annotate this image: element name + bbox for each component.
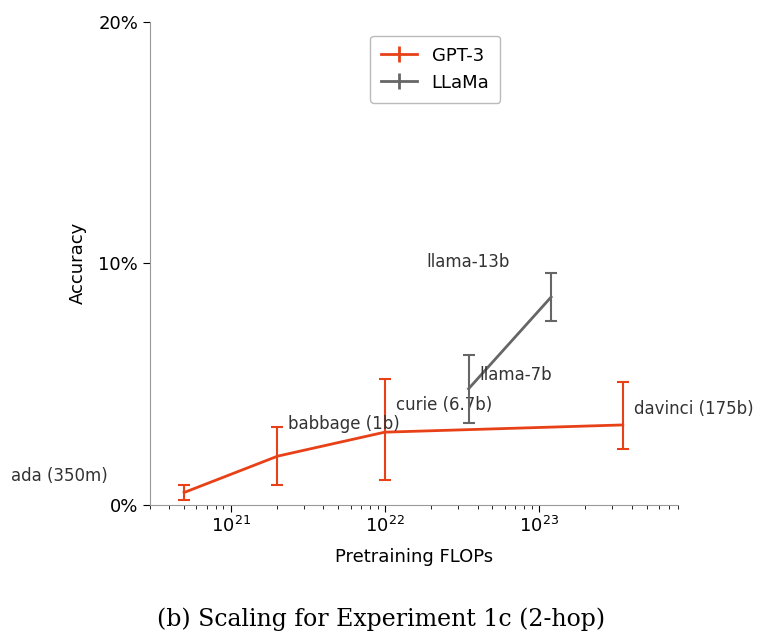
Y-axis label: Accuracy: Accuracy [69, 222, 87, 304]
Legend: GPT-3, LLaMa: GPT-3, LLaMa [370, 36, 500, 103]
Text: llama-7b: llama-7b [480, 366, 552, 385]
Text: curie (6.7b): curie (6.7b) [395, 396, 492, 414]
Text: (b) Scaling for Experiment 1c (2-hop): (b) Scaling for Experiment 1c (2-hop) [157, 607, 605, 630]
Text: ada (350m): ada (350m) [11, 468, 107, 486]
Text: llama-13b: llama-13b [426, 253, 510, 271]
X-axis label: Pretraining FLOPs: Pretraining FLOPs [335, 547, 493, 565]
Text: babbage (1b): babbage (1b) [288, 415, 400, 433]
Text: davinci (175b): davinci (175b) [634, 400, 754, 418]
